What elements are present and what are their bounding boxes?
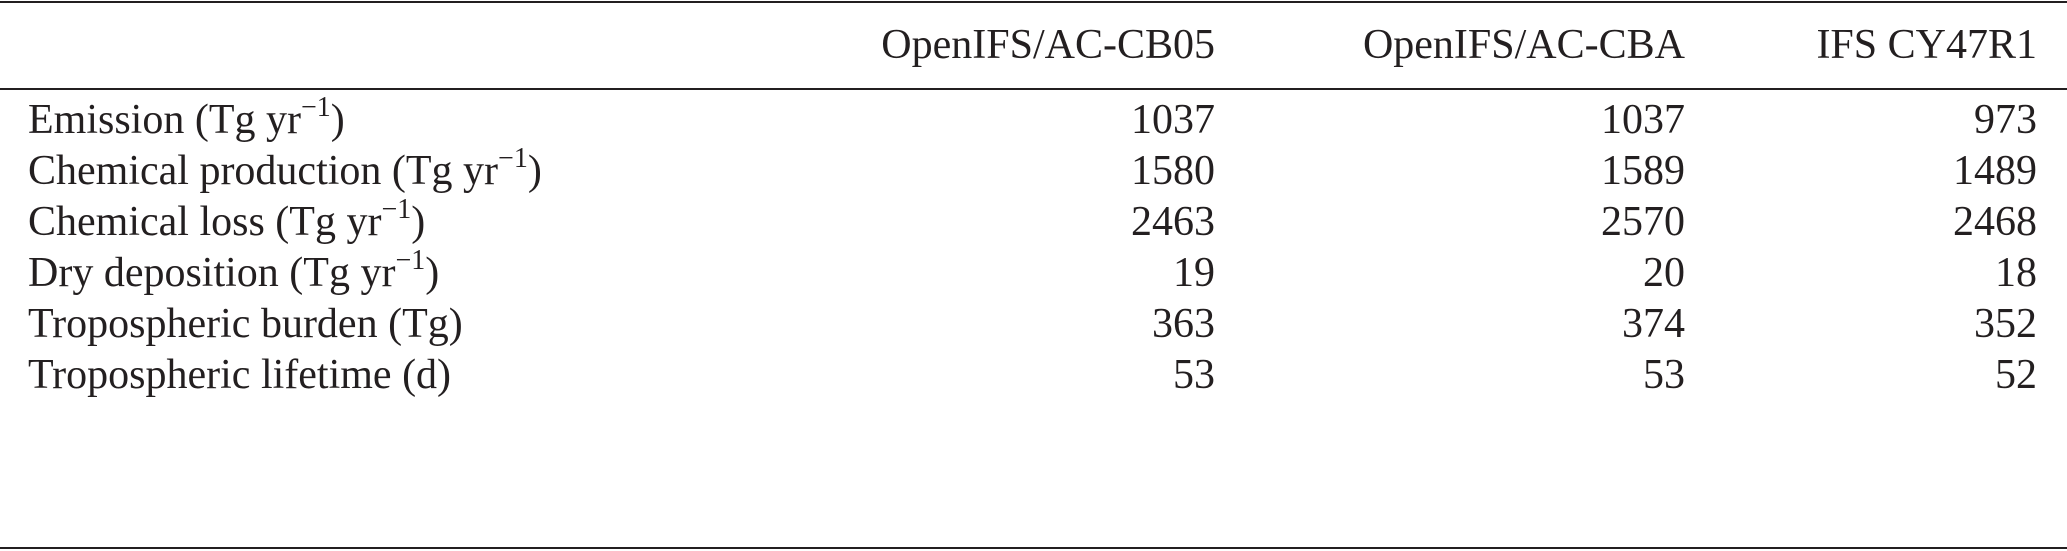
table-row: Chemical loss (Tg yr−1) 2463 2570 2468 [0, 194, 2067, 247]
row-label: Tropospheric burden (Tg) [28, 301, 463, 347]
table-cell: 2468 [1953, 199, 2037, 245]
table-cell: 1037 [1131, 97, 1215, 143]
table-cell: 374 [1622, 301, 1685, 347]
top-rule [0, 1, 2067, 3]
table-cell: 973 [1974, 97, 2037, 143]
header-rule [0, 88, 2067, 90]
table-cell: 1037 [1601, 97, 1685, 143]
table-row: Dry deposition (Tg yr−1) 19 20 18 [0, 245, 2067, 298]
table-cell: 2570 [1601, 199, 1685, 245]
header-row: OpenIFS/AC-CB05 OpenIFS/AC-CBA IFS CY47R… [0, 20, 2067, 70]
table-cell: 20 [1643, 250, 1685, 296]
column-header: OpenIFS/AC-CB05 [881, 22, 1215, 68]
table-cell: 1489 [1953, 148, 2037, 194]
bottom-rule [0, 547, 2067, 549]
table-cell: 19 [1173, 250, 1215, 296]
column-header: IFS CY47R1 [1816, 22, 2037, 68]
table-row: Tropospheric lifetime (d) 53 53 52 [0, 350, 2067, 400]
table-cell: 363 [1152, 301, 1215, 347]
table-cell: 18 [1995, 250, 2037, 296]
table-cell: 1589 [1601, 148, 1685, 194]
table-cell: 52 [1995, 352, 2037, 398]
row-label: Dry deposition (Tg yr−1) [28, 245, 440, 296]
table-row: Emission (Tg yr−1) 1037 1037 973 [0, 92, 2067, 145]
row-label: Chemical loss (Tg yr−1) [28, 194, 426, 245]
table-cell: 53 [1643, 352, 1685, 398]
table-row: Tropospheric burden (Tg) 363 374 352 [0, 299, 2067, 349]
row-label: Chemical production (Tg yr−1) [28, 143, 542, 194]
table-cell: 1580 [1131, 148, 1215, 194]
table-row: Chemical production (Tg yr−1) 1580 1589 148… [0, 143, 2067, 196]
table-cell: 2463 [1131, 199, 1215, 245]
row-label: Tropospheric lifetime (d) [28, 352, 452, 398]
table-cell: 53 [1173, 352, 1215, 398]
table-cell: 352 [1974, 301, 2037, 347]
row-label: Emission (Tg yr−1) [28, 92, 345, 143]
column-header: OpenIFS/AC-CBA [1362, 22, 1685, 68]
